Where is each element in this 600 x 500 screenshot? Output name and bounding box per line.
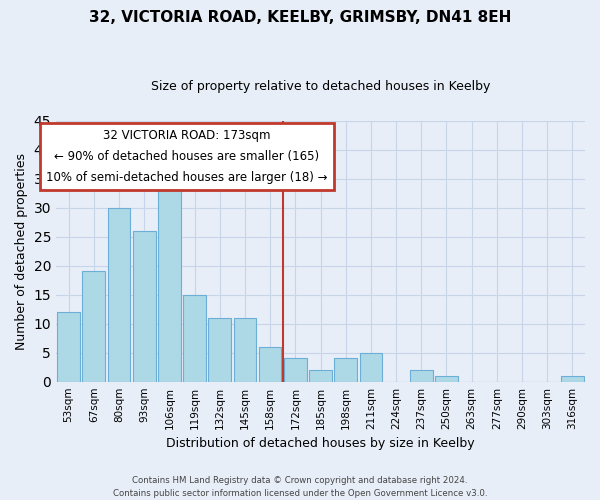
Bar bbox=[284, 358, 307, 382]
Y-axis label: Number of detached properties: Number of detached properties bbox=[15, 152, 28, 350]
Bar bbox=[561, 376, 584, 382]
Title: Size of property relative to detached houses in Keelby: Size of property relative to detached ho… bbox=[151, 80, 490, 93]
Bar bbox=[82, 272, 105, 382]
Bar bbox=[309, 370, 332, 382]
Bar bbox=[359, 352, 382, 382]
Bar bbox=[233, 318, 256, 382]
Bar bbox=[208, 318, 231, 382]
Bar bbox=[259, 347, 281, 382]
Bar bbox=[183, 294, 206, 382]
Bar bbox=[133, 231, 155, 382]
Bar bbox=[334, 358, 357, 382]
X-axis label: Distribution of detached houses by size in Keelby: Distribution of detached houses by size … bbox=[166, 437, 475, 450]
Bar bbox=[158, 178, 181, 382]
Text: 32 VICTORIA ROAD: 173sqm
← 90% of detached houses are smaller (165)
10% of semi-: 32 VICTORIA ROAD: 173sqm ← 90% of detach… bbox=[46, 130, 328, 184]
Bar bbox=[58, 312, 80, 382]
Text: Contains HM Land Registry data © Crown copyright and database right 2024.
Contai: Contains HM Land Registry data © Crown c… bbox=[113, 476, 487, 498]
Bar bbox=[107, 208, 130, 382]
Bar bbox=[410, 370, 433, 382]
Bar bbox=[435, 376, 458, 382]
Text: 32, VICTORIA ROAD, KEELBY, GRIMSBY, DN41 8EH: 32, VICTORIA ROAD, KEELBY, GRIMSBY, DN41… bbox=[89, 10, 511, 25]
